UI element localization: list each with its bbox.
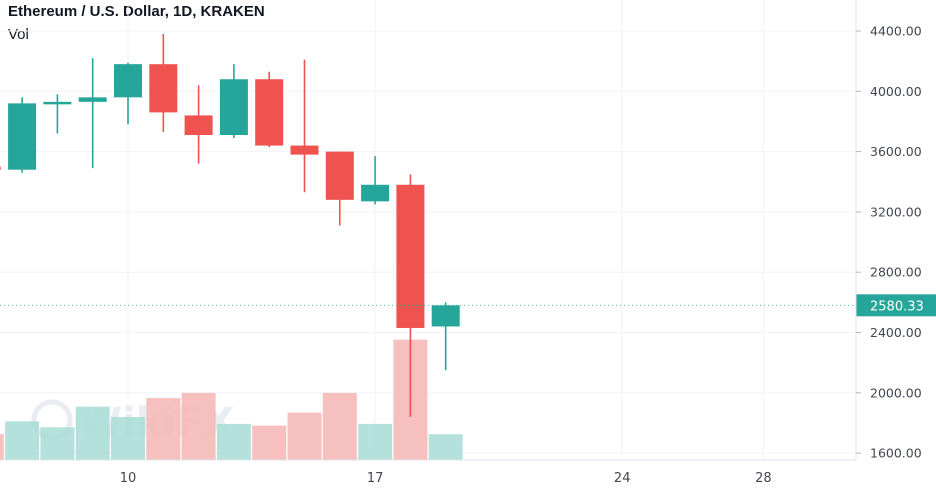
volume-bar: [111, 417, 145, 460]
candle-body: [219, 79, 248, 136]
volume-bar: [5, 421, 40, 460]
y-tick-label: 3600.00: [870, 144, 922, 159]
volume-bar: [146, 398, 181, 460]
last-price-label: 2580.33: [870, 299, 924, 314]
candles: [0, 34, 460, 417]
y-tick-label: 2000.00: [870, 385, 922, 400]
y-tick-label: 2400.00: [870, 325, 922, 340]
volume-bar: [216, 423, 251, 460]
candle-body: [255, 79, 284, 146]
candle-body: [184, 115, 213, 136]
candle-body: [43, 101, 72, 105]
volume-bar: [40, 427, 75, 460]
candle-body: [325, 151, 354, 200]
volume-bar: [322, 392, 357, 460]
candle-body: [78, 97, 107, 102]
candle-body: [290, 145, 319, 155]
candle-body: [431, 305, 460, 327]
x-tick-label: 28: [755, 471, 772, 486]
volume-legend-label: Vol: [8, 26, 29, 43]
candle-body: [149, 64, 178, 113]
candle-body: [8, 103, 37, 170]
candle-body: [396, 184, 425, 328]
volume-bar: [358, 423, 393, 460]
x-tick-label: 17: [367, 471, 384, 486]
y-tick-label: 1600.00: [870, 446, 922, 461]
volume-bar: [0, 434, 4, 460]
price-axis[interactable]: 1600.00 2000.00 2400.00 2800.00 3200.00 3600.…: [856, 24, 922, 461]
volume-bar: [181, 392, 216, 460]
candle-body: [0, 166, 1, 170]
volume-bars: [0, 339, 463, 460]
y-tick-label: 4400.00: [870, 24, 922, 39]
grid-lines: [0, 0, 856, 460]
time-axis[interactable]: 10 17 24 28: [120, 471, 772, 486]
volume-bar: [287, 412, 322, 460]
volume-bar: [252, 425, 287, 460]
y-tick-label: 4000.00: [870, 84, 922, 99]
y-tick-label: 2800.00: [870, 265, 922, 280]
volume-bar: [75, 406, 110, 460]
candle-body: [361, 184, 390, 202]
x-tick-label: 10: [120, 471, 137, 486]
y-tick-label: 3200.00: [870, 204, 922, 219]
candle-body: [114, 64, 142, 98]
volume-bar: [428, 434, 463, 460]
last-price-line: 2580.33: [0, 294, 936, 317]
chart-title: Ethereum / U.S. Dollar, 1D, KRAKEN: [8, 3, 265, 20]
last-price-badge: [856, 294, 936, 317]
x-tick-label: 24: [614, 471, 631, 486]
